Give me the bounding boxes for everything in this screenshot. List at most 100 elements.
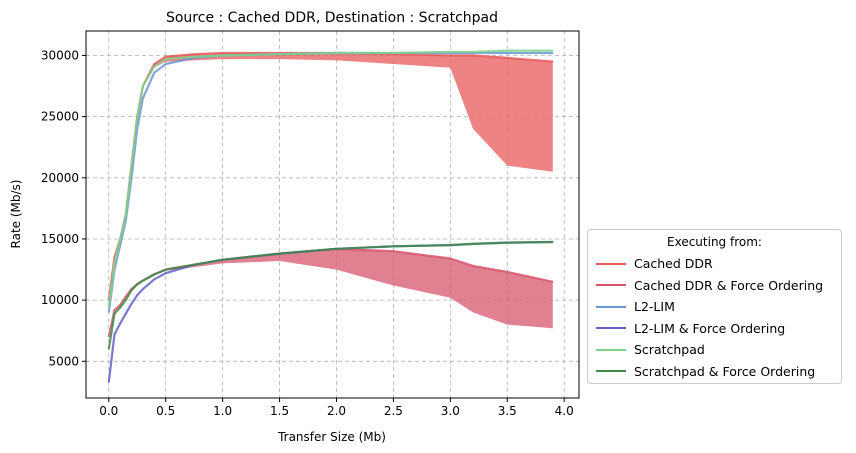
series-point-cached-ddr-force-ordering bbox=[449, 257, 451, 260]
x-tick-label: 2.0 bbox=[327, 404, 346, 418]
chart-title: Source : Cached DDR, Destination : Scrat… bbox=[166, 10, 498, 26]
y-axis: 5000 10000 15000 20000 25000 30000 bbox=[41, 48, 86, 368]
series-line-scratchpad-force-ordering bbox=[107, 240, 553, 350]
legend-swatch bbox=[596, 262, 626, 265]
series-point-scratchpad bbox=[125, 213, 127, 216]
series-point-cached-ddr bbox=[193, 53, 195, 55]
x-tick-label: 1.5 bbox=[270, 404, 289, 418]
series-point-scratchpad bbox=[193, 56, 195, 58]
series-point-scratchpad-force-ordering bbox=[119, 306, 121, 309]
series-point-cached-ddr-force-ordering bbox=[506, 271, 508, 273]
series-point-scratchpad-force-ordering bbox=[142, 280, 144, 282]
series-point-scratchpad-force-ordering bbox=[449, 244, 451, 246]
legend-swatch bbox=[596, 284, 626, 287]
legend-entry-l2-lim-force-ordering: L2-LIM & Force Ordering bbox=[594, 318, 835, 340]
series-point-scratchpad-force-ordering bbox=[165, 269, 167, 271]
series-point-cached-ddr-force-ordering bbox=[472, 265, 474, 267]
series-point-scratchpad-force-ordering bbox=[136, 283, 138, 285]
series-point-scratchpad bbox=[136, 116, 138, 118]
legend-entry-cached-ddr-force-ordering: Cached DDR & Force Ordering bbox=[594, 275, 835, 297]
series-point-l2-lim-force-ordering bbox=[153, 278, 155, 280]
series-point-cached-ddr-force-ordering bbox=[108, 336, 110, 338]
y-tick-label: 10000 bbox=[41, 293, 79, 307]
series-point-scratchpad-force-ordering bbox=[335, 248, 338, 250]
legend-label: Cached DDR bbox=[634, 256, 713, 272]
series-point-l2-lim-force-ordering bbox=[165, 272, 167, 274]
series-line-l2-lim bbox=[107, 51, 553, 313]
series-point-l2-lim-force-ordering bbox=[108, 381, 110, 383]
series-point-scratchpad bbox=[130, 165, 133, 167]
series-point-cached-ddr bbox=[153, 63, 155, 65]
x-tick-label: 2.5 bbox=[384, 404, 403, 418]
series-point-scratchpad bbox=[449, 51, 451, 53]
series-point-scratchpad bbox=[335, 52, 338, 54]
series-point-l2-lim-force-ordering bbox=[142, 288, 144, 290]
legend-label: Scratchpad bbox=[634, 342, 705, 358]
legend-entries: Cached DDR Cached DDR & Force Ordering L2-… bbox=[594, 253, 835, 382]
x-tick-label: 4.0 bbox=[555, 404, 574, 418]
x-axis: 0.0 0.5 1.0 1.5 2.0 2.5 3.0 3.5 4.0 bbox=[99, 398, 574, 418]
legend-entry-scratchpad: Scratchpad bbox=[594, 339, 835, 361]
series-point-scratchpad-force-ordering bbox=[193, 264, 195, 266]
series-point-scratchpad-force-ordering bbox=[392, 245, 394, 247]
series-point-scratchpad bbox=[153, 65, 155, 68]
y-tick-label: 15000 bbox=[41, 232, 79, 246]
legend: Executing from: Cached DDR Cached DDR & F… bbox=[587, 229, 842, 384]
series-point-cached-ddr bbox=[449, 54, 451, 57]
series-point-scratchpad bbox=[142, 85, 144, 87]
y-tick-label: 30000 bbox=[41, 48, 79, 62]
series-point-l2-lim bbox=[552, 52, 554, 54]
legend-swatch bbox=[596, 348, 626, 351]
legend-title: Executing from: bbox=[667, 235, 762, 249]
series-point-scratchpad-force-ordering bbox=[125, 299, 127, 301]
series-point-cached-ddr bbox=[506, 57, 508, 59]
series-point-scratchpad-force-ordering bbox=[506, 242, 508, 244]
y-tick-label: 20000 bbox=[41, 171, 79, 185]
series-point-scratchpad bbox=[165, 58, 167, 60]
series-point-l2-lim-force-ordering bbox=[130, 303, 133, 305]
series-point-scratchpad-force-ordering bbox=[472, 243, 474, 245]
series-band-cached-ddr bbox=[108, 53, 553, 301]
legend-swatch bbox=[596, 305, 626, 308]
y-axis-label: Rate (Mb/s) bbox=[9, 180, 23, 249]
series-point-l2-lim-force-ordering bbox=[113, 333, 116, 335]
series-point-l2-lim bbox=[165, 63, 167, 65]
series-point-scratchpad-force-ordering bbox=[552, 241, 554, 243]
series-band-cached-ddr-force-ordering bbox=[108, 248, 553, 337]
legend-swatch bbox=[596, 370, 626, 373]
series-point-scratchpad bbox=[119, 238, 121, 240]
series-point-cached-ddr-force-ordering bbox=[552, 281, 554, 283]
series-point-scratchpad bbox=[108, 305, 110, 307]
series-point-scratchpad-force-ordering bbox=[108, 348, 110, 350]
series-point-scratchpad-force-ordering bbox=[130, 289, 133, 291]
x-tick-label: 0.0 bbox=[99, 404, 118, 418]
series-line-scratchpad bbox=[107, 49, 553, 307]
series-point-cached-ddr bbox=[472, 54, 474, 57]
series-point-cached-ddr-force-ordering bbox=[125, 295, 127, 298]
x-tick-label: 0.5 bbox=[156, 404, 175, 418]
plot-frame bbox=[85, 30, 580, 399]
series-point-scratchpad-force-ordering bbox=[222, 259, 224, 261]
series-point-l2-lim bbox=[153, 72, 155, 74]
series-point-l2-lim bbox=[108, 311, 110, 313]
legend-label: L2-LIM bbox=[634, 299, 675, 315]
series-point-scratchpad-force-ordering bbox=[113, 313, 116, 315]
series-point-scratchpad bbox=[472, 51, 474, 53]
series-point-cached-ddr-force-ordering bbox=[392, 250, 394, 252]
legend-label: L2-LIM & Force Ordering bbox=[634, 320, 786, 336]
series-point-l2-lim bbox=[142, 97, 144, 99]
legend-label: Cached DDR & Force Ordering bbox=[634, 277, 824, 293]
series-point-cached-ddr bbox=[222, 52, 224, 54]
series-point-l2-lim-force-ordering bbox=[125, 313, 127, 315]
legend-entry-scratchpad-force-ordering: Scratchpad & Force Ordering bbox=[594, 361, 835, 383]
x-tick-label: 1.0 bbox=[213, 404, 232, 418]
series-point-scratchpad bbox=[113, 262, 116, 264]
legend-entry-cached-ddr: Cached DDR bbox=[594, 253, 835, 275]
plot-area bbox=[107, 49, 554, 383]
series-point-scratchpad bbox=[222, 54, 224, 57]
series-point-cached-ddr bbox=[165, 56, 167, 58]
series-point-cached-ddr-force-ordering bbox=[113, 309, 116, 311]
series-point-scratchpad bbox=[552, 50, 554, 52]
series-point-cached-ddr bbox=[552, 61, 554, 63]
